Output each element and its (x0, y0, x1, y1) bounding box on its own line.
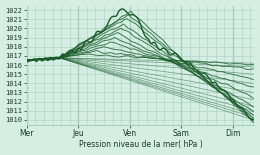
X-axis label: Pression niveau de la mer( hPa ): Pression niveau de la mer( hPa ) (79, 140, 203, 149)
